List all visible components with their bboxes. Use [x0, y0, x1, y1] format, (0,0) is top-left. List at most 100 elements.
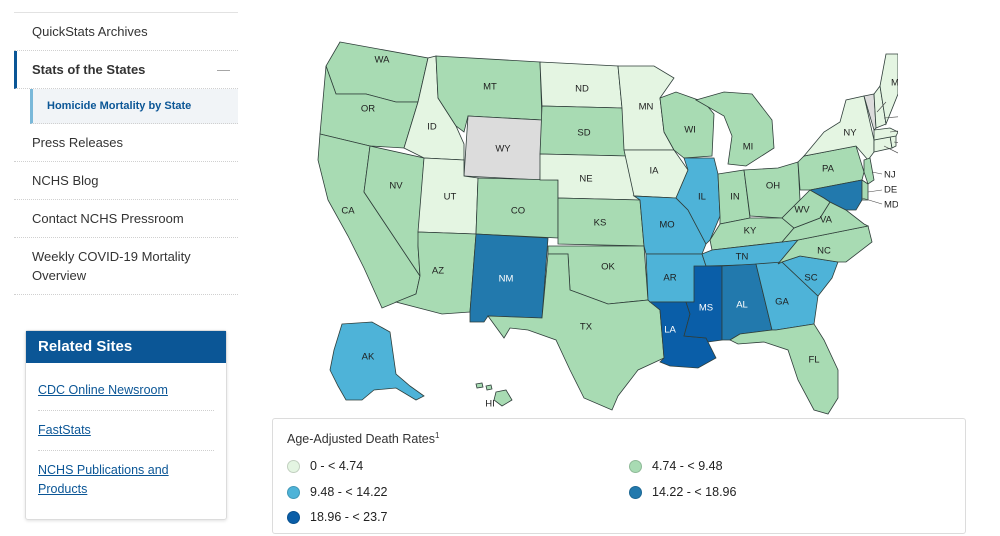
label-ok: OK	[601, 262, 615, 273]
label-ne: NE	[579, 174, 592, 185]
legend-swatch	[287, 459, 300, 473]
label-ca: CA	[341, 206, 355, 217]
label-mt: MT	[483, 82, 497, 93]
label-tx: TX	[580, 322, 593, 333]
list-item: CDC Online Newsroom	[38, 371, 214, 411]
leader-line	[871, 171, 883, 175]
legend-label: 9.48 - < 14.22	[310, 485, 388, 499]
legend-swatch	[629, 459, 642, 473]
nav-item-stats-of-the-states[interactable]: Stats of the States —	[14, 51, 238, 89]
label-mn: MN	[639, 102, 654, 113]
state-de[interactable]	[861, 179, 869, 201]
label-co: CO	[511, 206, 525, 217]
label-ia: IA	[650, 166, 660, 177]
northeast-callouts: ME VT NH MA RI CT NJ DE MD	[861, 78, 898, 211]
label-az: AZ	[432, 266, 444, 277]
label-wa: WA	[375, 55, 391, 66]
label-in: IN	[730, 192, 740, 203]
state-hi[interactable]	[493, 389, 513, 407]
legend-item: 0 - < 4.74	[287, 459, 363, 473]
side-navigation: QuickStats Archives Stats of the States …	[14, 0, 238, 295]
related-sites-title: Related Sites	[26, 331, 226, 363]
label-ks: KS	[594, 218, 607, 229]
state-wi[interactable]	[659, 91, 715, 159]
legend-title: Age-Adjusted Death Rates1	[287, 431, 439, 446]
label-nm: NM	[499, 274, 514, 285]
leader-line	[876, 101, 887, 113]
label-ut: UT	[444, 192, 457, 203]
nav-item-quickstats-archives[interactable]: QuickStats Archives	[14, 13, 238, 51]
label-ar: AR	[663, 273, 676, 284]
link-faststats[interactable]: FastStats	[38, 423, 91, 437]
legend-swatch	[287, 510, 300, 524]
nav-item-press-releases[interactable]: Press Releases	[14, 124, 238, 162]
state-id[interactable]	[403, 55, 465, 161]
state-tx[interactable]	[487, 253, 665, 411]
state-ny[interactable]	[802, 95, 875, 161]
collapse-icon[interactable]: —	[217, 62, 230, 77]
label-pa: PA	[822, 164, 835, 175]
label-or: OR	[361, 104, 375, 115]
label-nc: NC	[817, 246, 831, 257]
state-hi-island	[485, 384, 493, 391]
map-svg: WA OR CA NV ID MT WY UT CO AZ NM ND SD N…	[317, 41, 898, 415]
related-sites-list: CDC Online Newsroom FastStats NCHS Publi…	[26, 363, 226, 509]
label-mi: MI	[743, 142, 754, 153]
us-choropleth-map: WA OR CA NV ID MT WY UT CO AZ NM ND SD N…	[278, 40, 898, 420]
state-ma[interactable]	[873, 127, 898, 141]
map-legend: Age-Adjusted Death Rates1 0 - < 4.74 9.4…	[272, 418, 966, 534]
leader-line	[861, 197, 883, 205]
state-il[interactable]	[675, 157, 721, 245]
legend-label: 0 - < 4.74	[310, 459, 364, 473]
leader-line	[883, 116, 898, 119]
label-hi: HI	[485, 399, 495, 410]
state-wa[interactable]	[325, 41, 429, 103]
state-labels: WA OR CA NV ID MT WY UT CO AZ NM ND SD N…	[341, 55, 857, 410]
footnote-marker[interactable]: 1	[435, 431, 440, 440]
leader-line	[889, 130, 898, 133]
label-va: VA	[820, 215, 833, 226]
label-wy: WY	[495, 144, 511, 155]
legend-title-text: Age-Adjusted Death Rates	[287, 432, 436, 447]
label-sd: SD	[577, 128, 590, 139]
state-hi-island	[475, 382, 484, 389]
leader-line	[893, 141, 898, 143]
state-nm[interactable]	[469, 233, 549, 323]
label-de: DE	[884, 185, 897, 196]
label-tn: TN	[736, 252, 749, 263]
state-mi[interactable]	[694, 91, 775, 167]
nav-item-nchs-blog[interactable]: NCHS Blog	[14, 162, 238, 200]
state-nj[interactable]	[863, 157, 875, 185]
nav-item-contact-pressroom[interactable]: Contact NCHS Pressroom	[14, 200, 238, 238]
legend-label: 4.74 - < 9.48	[652, 459, 723, 473]
label-ky: KY	[744, 226, 757, 237]
nav-item-label: Stats of the States	[32, 62, 146, 77]
list-item: NCHS Publications and Products	[38, 451, 214, 509]
label-mo: MO	[659, 220, 674, 231]
label-sc: SC	[804, 273, 817, 284]
link-cdc-online-newsroom[interactable]: CDC Online Newsroom	[38, 383, 168, 397]
label-al: AL	[736, 300, 748, 311]
legend-swatch	[629, 485, 642, 499]
label-nj: NJ	[884, 170, 896, 181]
legend-item: 4.74 - < 9.48	[629, 459, 723, 473]
label-wv: WV	[794, 205, 810, 216]
legend-item: 18.96 - < 23.7	[287, 510, 388, 524]
label-nv: NV	[389, 181, 403, 192]
legend-swatch	[287, 485, 300, 499]
leader-line	[883, 145, 898, 154]
label-fl: FL	[808, 355, 819, 366]
nav-subitem-homicide-mortality[interactable]: Homicide Mortality by State	[30, 89, 238, 124]
list-item: FastStats	[38, 411, 214, 451]
link-nchs-publications[interactable]: NCHS Publications and Products	[38, 463, 169, 496]
legend-label: 18.96 - < 23.7	[310, 510, 388, 524]
legend-item: 14.22 - < 18.96	[629, 485, 736, 499]
label-la: LA	[664, 325, 676, 336]
legend-item: 9.48 - < 14.22	[287, 485, 388, 499]
nav-item-weekly-covid-overview[interactable]: Weekly COVID-19 Mortality Overview	[14, 238, 238, 295]
label-nd: ND	[575, 84, 589, 95]
state-ak[interactable]	[329, 321, 425, 401]
leader-line	[867, 189, 883, 193]
state-fl[interactable]	[729, 323, 839, 415]
label-wi: WI	[684, 125, 696, 136]
